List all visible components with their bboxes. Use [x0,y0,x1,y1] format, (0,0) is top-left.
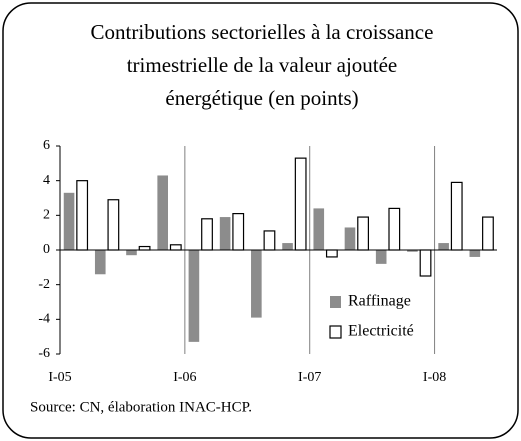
y-tick-label: 6 [43,138,50,153]
legend-swatch [329,325,342,339]
bar [344,227,356,250]
bar [188,250,200,342]
bar [126,250,137,256]
bar [169,244,182,251]
legend-label: Electricité [348,323,414,340]
bar [313,208,325,250]
bar [107,199,120,251]
y-tick-label: 0 [43,242,50,257]
bar [76,180,89,251]
bar [450,181,463,251]
bar [407,250,418,252]
y-tick-label: -2 [38,277,50,292]
chart-title: trimestrielle de la valeur ajoutée [127,53,398,77]
y-tick-label: -6 [38,346,50,361]
bar [232,213,245,251]
bar [388,207,401,251]
bar [94,250,106,275]
x-tick-label: I-06 [173,370,196,385]
bar [419,249,432,277]
source: Source: CN, élaboration INAC-HCP. [30,399,252,415]
x-tick-label: I-05 [48,370,71,385]
bar [438,243,449,250]
bar [469,250,481,257]
bar [201,218,213,251]
bar [357,216,369,251]
bar [219,217,231,250]
bar [263,230,276,251]
bar [157,175,169,250]
legend-swatch [330,296,341,308]
bar [294,157,307,251]
bar [138,245,151,251]
x-tick-label: I-08 [423,370,446,385]
y-tick-label: -4 [38,312,50,327]
chart-title: Contributions sectorielles à la croissan… [91,20,434,44]
bar [325,249,338,258]
bar [251,250,262,318]
bar [375,250,387,264]
y-tick-label: 2 [43,208,50,223]
x-tick-label: I-07 [298,370,321,385]
bar [482,216,494,251]
bar [282,243,293,250]
bar [63,192,75,250]
y-tick-label: 4 [43,173,50,188]
chart-title: énergétique (en points) [165,86,358,110]
legend-label: Raffinage [348,293,411,310]
